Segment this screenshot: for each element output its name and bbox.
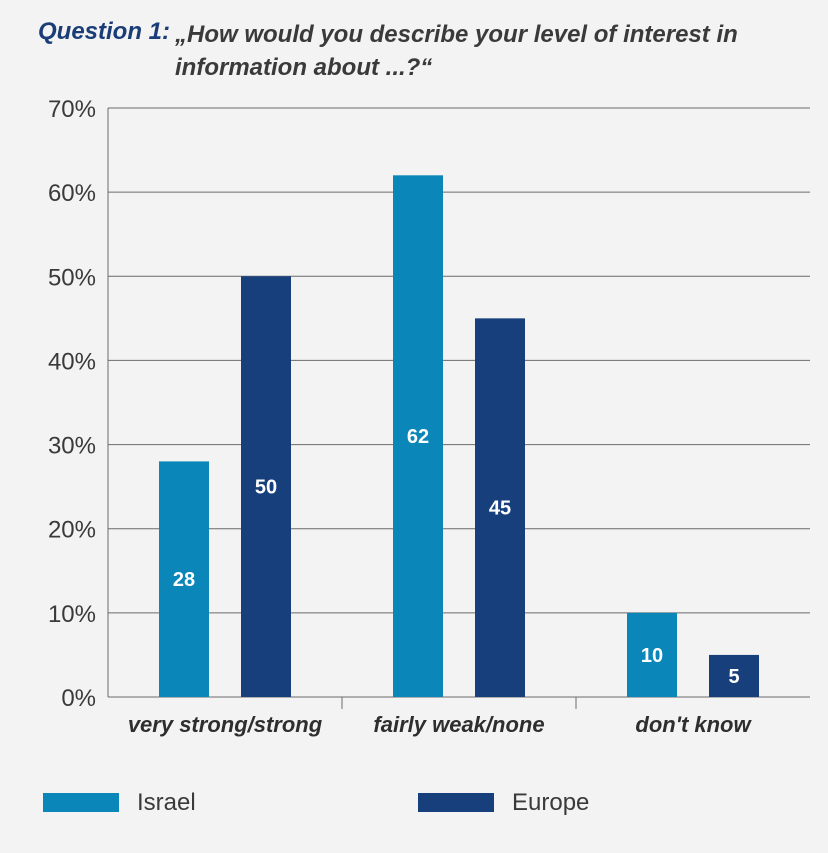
bar-value-label: 45 [489,498,511,520]
y-tick-label: 20% [48,517,96,544]
bar-europe [709,654,759,697]
x-tick-label: fairly weak/none [373,712,544,737]
question-text: „How would you describe your level of in… [175,21,738,81]
bar-value-label: 50 [255,477,277,499]
bar-israel [627,612,677,697]
x-tick-label: don't know [635,712,752,737]
y-tick-label: 10% [48,601,96,628]
bar-europe [241,276,291,697]
bar-value-label: 28 [173,569,195,591]
y-tick-label: 40% [48,348,96,375]
legend-label-europe: Europe [512,789,589,816]
x-tick-label: very strong/strong [128,712,323,737]
legend-swatch-europe [418,793,494,812]
bar-europe [475,318,525,697]
y-tick-label: 30% [48,433,96,460]
y-tick-label: 70% [48,96,96,123]
y-tick-label: 50% [48,264,96,291]
y-tick-label: 60% [48,180,96,207]
legend-swatch-israel [43,793,119,812]
bar-israel [393,175,443,698]
bar-israel [159,461,209,697]
bar-value-label: 62 [407,426,429,448]
bar-value-label: 5 [728,666,739,688]
legend-label-israel: Israel [137,789,196,816]
question-label: Question 1: [38,18,171,45]
y-tick-label: 0% [61,685,96,712]
bar-value-label: 10 [641,645,663,667]
